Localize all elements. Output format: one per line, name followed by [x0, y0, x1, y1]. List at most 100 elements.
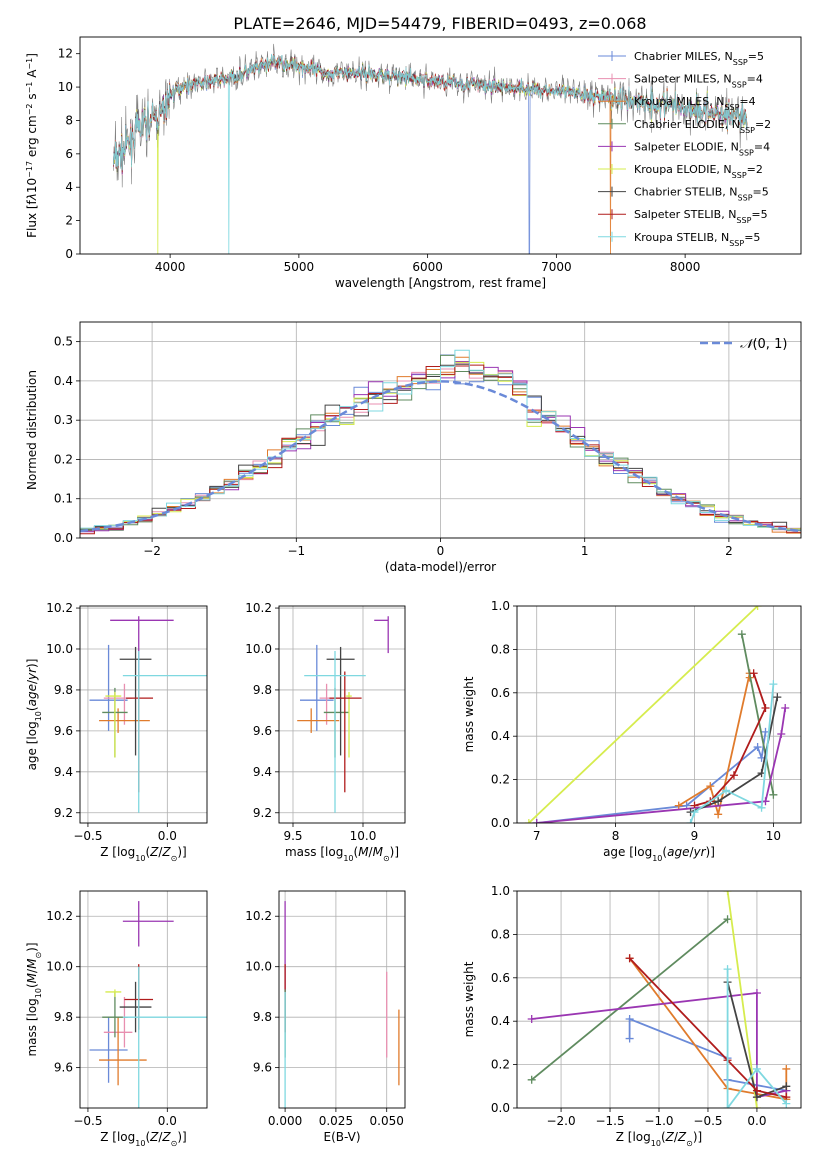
weight-line-kroupa-miles	[678, 673, 751, 815]
histogram-salpeter-stelib	[80, 364, 801, 535]
y-tick-label: 0.0	[491, 1101, 510, 1115]
y-tick-label: 10	[58, 80, 73, 94]
x-tick-label: 9.5	[283, 829, 302, 843]
weight-marker-kroupa-stelib	[757, 803, 766, 812]
x-tick-label: 6000	[412, 260, 443, 274]
x-tick-label: 0.050	[370, 1114, 404, 1128]
x-tick-label: 8000	[670, 260, 701, 274]
y-tick-label: 12	[58, 47, 73, 61]
y-axis-label: age [log10(age/yr)]	[25, 659, 43, 771]
weight-line-salpeter-elodie	[536, 707, 787, 823]
weight-marker-salpeter-stelib	[761, 703, 770, 712]
weight-marker-kroupa-miles	[782, 1064, 791, 1073]
y-tick-label: 6	[65, 147, 73, 161]
y-tick-label: 0.3	[54, 413, 73, 427]
y-axis-label: Flux [fλ10−17 erg cm−2 s−1 A−1]	[25, 53, 40, 238]
legend-label-chabrier-elodie: Chabrier ELODIE, NSSP=2	[634, 118, 771, 135]
legend-label-normal: 𝒩(0, 1)	[740, 337, 787, 352]
weight-line-chabrier-elodie	[531, 918, 729, 1081]
weight-marker-chabrier-miles	[753, 743, 762, 752]
weight-marker-chabrier-miles	[625, 1015, 634, 1024]
y-axis-label: mass weight	[462, 676, 476, 752]
y-tick-label: 0.4	[54, 374, 73, 388]
weight-marker-salpeter-elodie	[777, 730, 786, 739]
axes-weight-vs-Z: −2.0 −1.5 −1.0 −0.5 0.0 0.0 0.2 0.4 0.6 0.8 1.0 Z […	[462, 884, 802, 1148]
y-tick-label: 0.4	[491, 729, 510, 743]
weight-marker-salpeter-elodie	[752, 988, 761, 997]
weight-line-chabrier-stelib	[690, 696, 779, 813]
weight-marker-kroupa-stelib	[690, 808, 699, 817]
y-tick-label: 0	[65, 247, 73, 261]
axes-age-vs-mass: 9.5 10.0 9.2 9.4 9.6 9.8 10.0 10.2 mass [log10(M…	[245, 601, 406, 863]
axes-age-vs-Z: −0.5 0.0 9.2 9.4 9.6 9.8 10.0 10.2 Z [log10(Z/Z⊙…	[25, 601, 208, 863]
legend-label-chabrier-miles: Chabrier MILES, NSSP=5	[634, 50, 764, 67]
weight-marker-chabrier-stelib	[773, 693, 782, 702]
y-tick-label: 9.2	[54, 806, 73, 820]
y-tick-label: 9.6	[54, 724, 73, 738]
x-tick-label: −0.5	[73, 829, 102, 843]
y-tick-label: 0.8	[491, 927, 510, 941]
x-axis-label: E(B-V)	[323, 1130, 360, 1144]
y-tick-label: 9.4	[54, 765, 73, 779]
legend-label-salpeter-stelib: Salpeter STELIB, NSSP=5	[634, 208, 768, 225]
weight-marker-kroupa-stelib	[752, 1064, 761, 1073]
weight-marker-chabrier-elodie	[737, 630, 746, 639]
x-tick-label: 0.0	[158, 1114, 177, 1128]
y-tick-label: 0.1	[54, 492, 73, 506]
plot-area-age-vs-mass	[279, 606, 405, 823]
weight-marker-chabrier-elodie	[527, 1075, 536, 1084]
y-tick-label: 10.0	[245, 960, 272, 974]
y-tick-label: 10.0	[46, 642, 73, 656]
y-tick-label: 10.0	[46, 960, 73, 974]
weight-marker-chabrier-stelib	[714, 797, 723, 806]
plot-area-mass-vs-EBV	[279, 891, 405, 1108]
weight-line-chabrier-elodie	[740, 634, 775, 795]
histogram-kroupa-miles	[80, 356, 801, 534]
axes-frame	[79, 605, 208, 824]
histogram-kroupa-stelib	[80, 349, 801, 535]
figure-title: PLATE=2646, MJD=54479, FIBERID=0493, z=0…	[233, 14, 646, 33]
model-spectrum-kroupa-stelib	[113, 53, 748, 254]
y-tick-label: 0.0	[54, 531, 73, 545]
axes-weight-vs-age: 7 8 9 10 0.0 0.2 0.4 0.6 0.8 1.0 age [log10(age/yr…	[462, 599, 802, 863]
y-tick-label: 9.8	[54, 683, 73, 697]
weight-line-salpeter-stelib	[628, 957, 787, 1099]
axes-frame	[278, 605, 406, 824]
x-tick-label: −1.0	[644, 1114, 673, 1128]
weight-marker-chabrier-miles	[625, 1034, 634, 1043]
y-tick-label: 9.6	[253, 724, 272, 738]
weight-marker-salpeter-elodie	[781, 703, 790, 712]
weight-marker-chabrier-elodie	[769, 790, 778, 799]
y-tick-label: 10.0	[245, 642, 272, 656]
x-tick-label: 7000	[541, 260, 572, 274]
y-tick-label: 0.5	[54, 335, 73, 349]
y-tick-label: 9.6	[54, 1061, 73, 1075]
plot-area-residuals	[80, 322, 801, 538]
legend-label-kroupa-elodie: Kroupa ELODIE, NSSP=2	[634, 163, 763, 180]
weight-marker-kroupa-elodie	[723, 891, 732, 895]
x-tick-label: 8	[612, 829, 620, 843]
normal-distribution-curve	[80, 380, 801, 533]
y-tick-label: 9.2	[253, 806, 272, 820]
weight-line-kroupa-stelib	[726, 969, 787, 1108]
weight-marker-salpeter-stelib	[729, 771, 738, 780]
x-tick-label: 9	[691, 829, 699, 843]
axes-frame	[516, 605, 802, 824]
x-tick-label: −0.5	[693, 1114, 722, 1128]
y-tick-label: 9.4	[253, 765, 272, 779]
y-axis-label: Normed distribution	[25, 370, 39, 490]
weight-marker-salpeter-stelib	[625, 954, 634, 963]
weight-marker-kroupa-elodie	[753, 606, 762, 610]
y-tick-label: 2	[65, 214, 73, 228]
x-tick-label: 7	[533, 829, 541, 843]
weight-line-kroupa-elodie	[528, 606, 759, 823]
axes-spectrum: 4000 5000 6000 7000 8000 0 2 4 6 8 10 12 wavelength …	[25, 36, 802, 290]
x-tick-label: 10.0	[350, 829, 377, 843]
x-tick-label: 5000	[284, 260, 315, 274]
y-tick-label: 10.2	[46, 601, 73, 615]
y-tick-label: 0.6	[491, 971, 510, 985]
histogram-salpeter-elodie	[80, 361, 801, 535]
y-tick-label: 0.6	[491, 686, 510, 700]
x-tick-label: 1	[581, 544, 589, 558]
